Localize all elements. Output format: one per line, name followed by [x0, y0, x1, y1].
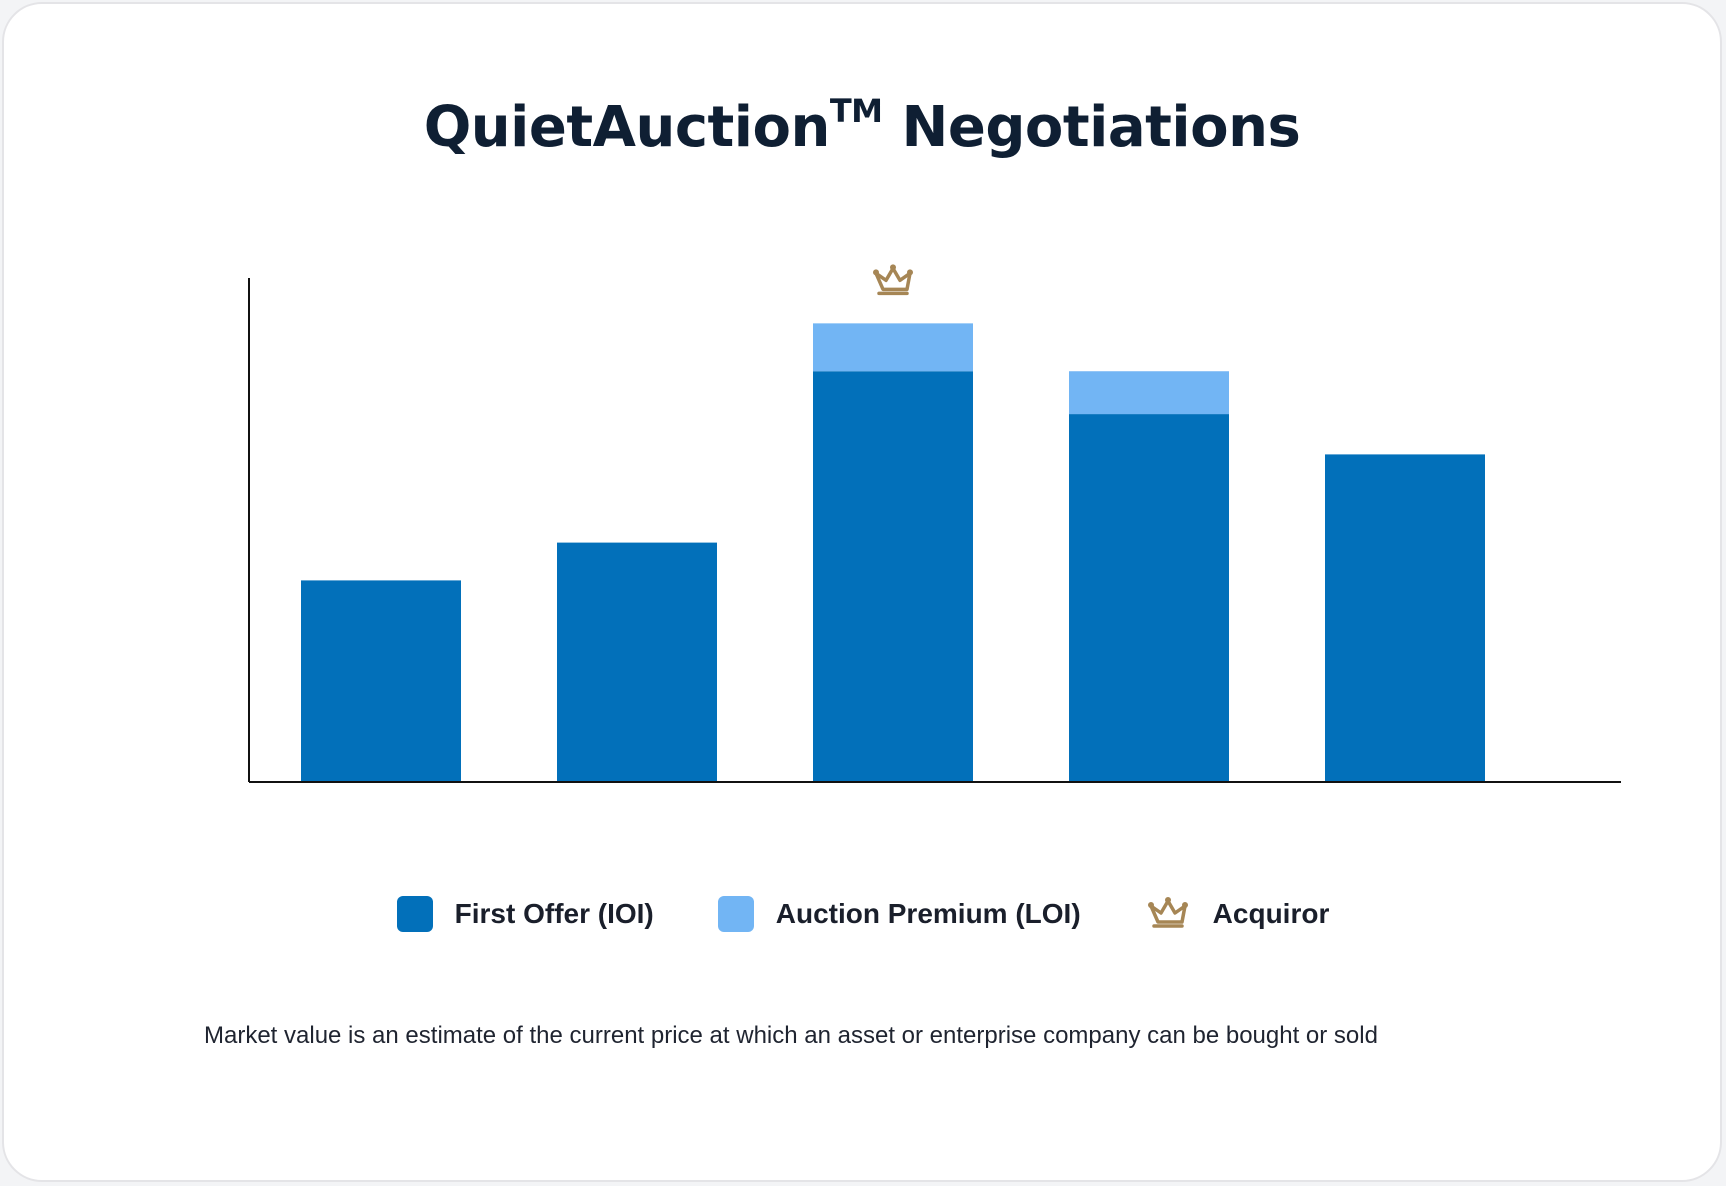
bar-first-offer	[1069, 414, 1229, 782]
title-main: QuietAuction	[423, 95, 831, 160]
bars-group	[301, 323, 1485, 782]
legend-item-acquiror: Acquiror	[1145, 896, 1330, 932]
crown-dot	[873, 269, 879, 276]
footnote: Market value is an estimate of the curre…	[204, 1022, 1378, 1049]
legend-item-first-offer: First Offer (IOI)	[396, 896, 654, 932]
acquiror-crown-icon	[1147, 897, 1188, 928]
crown-dot	[907, 269, 913, 276]
acquiror-crown-icon	[873, 264, 913, 296]
trademark-mark: TM	[829, 92, 883, 130]
legend-swatch-auction-premium	[717, 896, 754, 932]
bar-first-offer	[1325, 454, 1485, 782]
legend-label-auction-premium: Auction Premium (LOI)	[775, 898, 1081, 929]
bar-auction-premium	[1069, 371, 1229, 415]
title-rest: Negotiations	[882, 95, 1301, 160]
chart-title: QuietAuctionTM Negotiations	[4, 92, 1720, 160]
legend-label-first-offer: First Offer (IOI)	[454, 898, 654, 929]
crown-dot	[890, 264, 896, 271]
bar-first-offer	[301, 580, 461, 782]
legend-swatch-first-offer	[396, 896, 433, 932]
crown-outline	[874, 266, 912, 296]
legend-label-acquiror: Acquiror	[1212, 898, 1330, 929]
legend-item-auction-premium: Auction Premium (LOI)	[717, 896, 1081, 932]
chart-legend: First Offer (IOI) Auction Premium (LOI) …	[0, 896, 1726, 932]
bar-first-offer	[557, 542, 717, 782]
bar-auction-premium	[813, 323, 973, 372]
bar-first-offer	[813, 371, 973, 782]
